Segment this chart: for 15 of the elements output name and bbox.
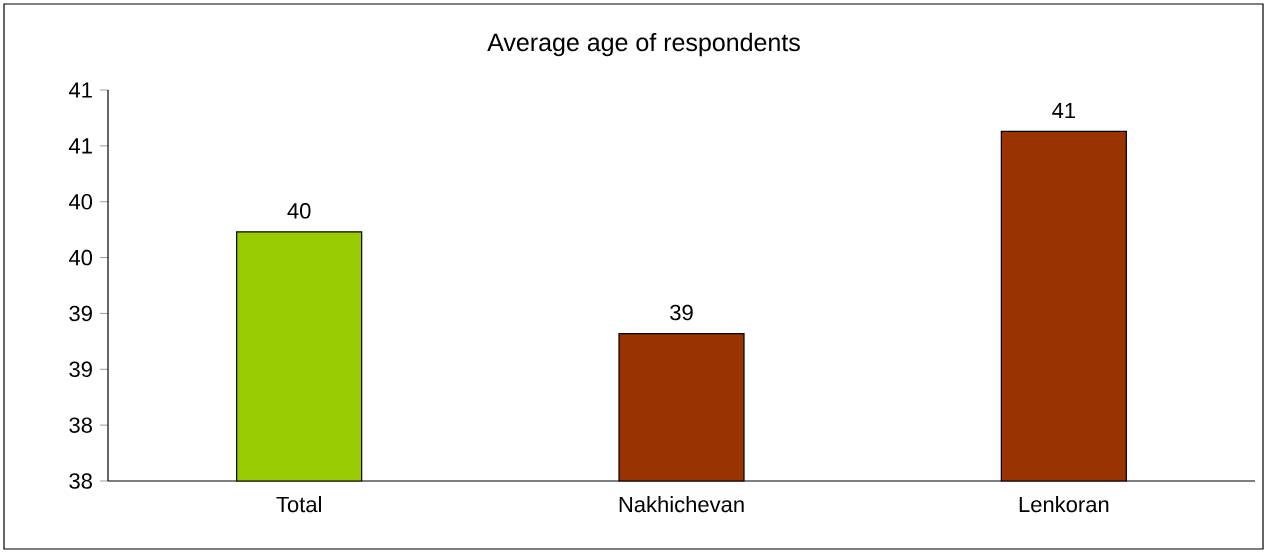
y-tick-label: 40	[68, 249, 93, 266]
data-label: 39	[670, 304, 693, 321]
y-tick-label: 39	[69, 305, 92, 322]
data-label: 41	[1052, 102, 1076, 119]
x-tick-label: Lenkoran	[1019, 496, 1109, 513]
chart-title: Average age of respondents	[487, 32, 800, 57]
y-tick-label: 38	[69, 417, 92, 433]
x-tick-label: Nakhichevan	[619, 496, 744, 513]
x-tick-label: Total	[276, 496, 321, 513]
y-tick-label: 40	[68, 193, 93, 210]
data-label: 40	[287, 203, 311, 219]
y-tick-label: 41	[68, 82, 92, 98]
y-tick-label: 39	[69, 361, 92, 378]
y-tick-label: 38	[69, 473, 92, 489]
y-tick-label: 41	[68, 138, 92, 154]
